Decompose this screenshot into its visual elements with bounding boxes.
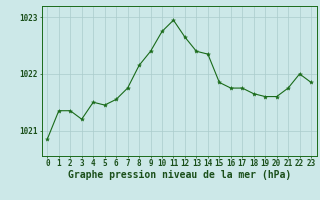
X-axis label: Graphe pression niveau de la mer (hPa): Graphe pression niveau de la mer (hPa): [68, 170, 291, 180]
